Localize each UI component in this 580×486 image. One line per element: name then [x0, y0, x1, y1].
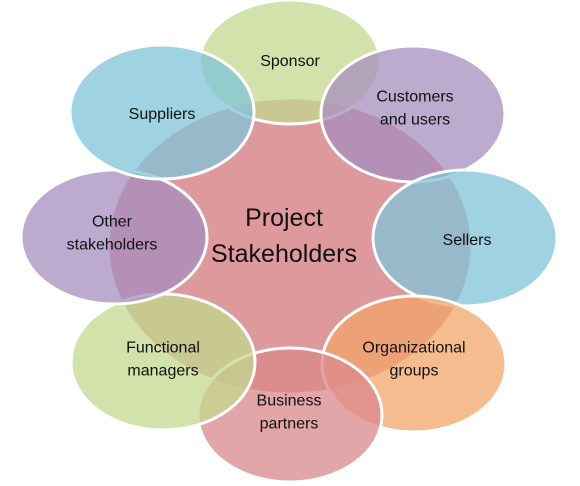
center-label: Project Stakeholders	[211, 204, 357, 268]
node-suppliers-circle	[68, 43, 256, 181]
node-other: Other stakeholders	[19, 168, 209, 306]
outer-nodes: Sponsor Customers and users Sellers Organiza…	[19, 0, 559, 484]
node-organizational-label-line2: groups	[390, 363, 439, 380]
center-label-line2: Stakeholders	[211, 240, 357, 268]
node-business-label-line1: Business	[257, 393, 322, 410]
node-functional-label-line2: managers	[127, 363, 198, 380]
node-customers-label-line2: and users	[380, 112, 450, 129]
node-other-label-line2: stakeholders	[67, 237, 158, 254]
node-suppliers: Suppliers	[68, 43, 256, 181]
node-customers: Customers and users	[319, 44, 507, 184]
node-sellers: Sellers	[371, 168, 559, 308]
node-customers-label-line1: Customers	[376, 89, 453, 106]
center-label-line1: Project	[245, 204, 323, 232]
node-functional: Functional managers	[69, 292, 257, 432]
node-business-label-line2: partners	[260, 416, 319, 433]
node-other-label-line1: Other	[92, 214, 133, 231]
node-suppliers-label-line1: Suppliers	[129, 106, 196, 123]
node-organizational-label-line1: Organizational	[362, 340, 465, 357]
node-functional-label-line1: Functional	[126, 340, 200, 357]
node-sellers-label-line1: Sellers	[443, 232, 492, 249]
node-sponsor-label-line1: Sponsor	[260, 53, 320, 70]
